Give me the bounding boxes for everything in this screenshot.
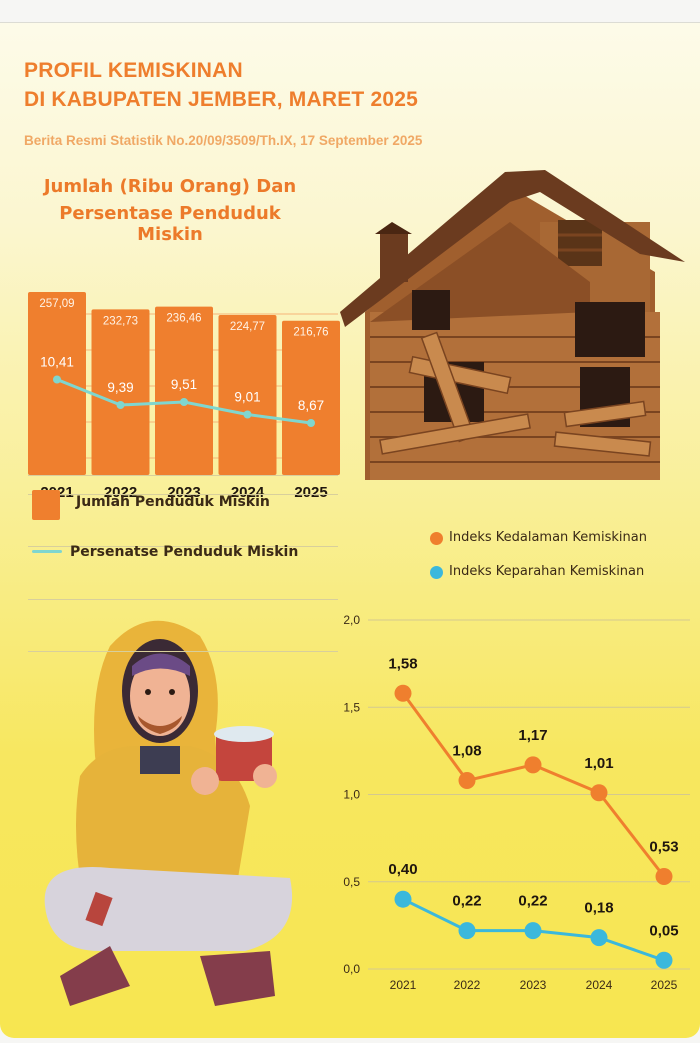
percent-point	[243, 410, 252, 419]
source-subtitle: Berita Resmi Statistik No.20/09/3509/Th.…	[24, 133, 423, 148]
percent-point	[53, 375, 61, 384]
percent-value-label: 8,67	[298, 398, 324, 413]
bar-2022	[91, 309, 150, 475]
divider	[28, 546, 338, 547]
dilapidated-house-illustration	[340, 170, 685, 480]
person-illustration	[44, 620, 293, 1006]
bar-value-label: 236,46	[166, 313, 201, 325]
percent-value-label: 9,39	[107, 380, 133, 395]
percent-value-label: 9,01	[234, 390, 260, 405]
bar-chart-title-line-1: Jumlah (Ribu Orang) Dan	[43, 176, 297, 197]
percent-value-label: 9,51	[171, 377, 197, 392]
legend-persentase-label: Persenatse Penduduk Miskin	[70, 544, 299, 560]
legend-keparahan-label: Indeks Keparahan Kemiskinan	[449, 564, 645, 579]
bar-value-label: 257,09	[39, 298, 74, 310]
percent-point	[116, 401, 125, 409]
percent-point	[307, 419, 315, 427]
page-title-line-2: DI KABUPATEN JEMBER, MARET 2025	[24, 88, 418, 111]
page-title-line-1: PROFIL KEMISKINAN	[24, 59, 243, 82]
bar-chart-baseline	[28, 475, 338, 476]
x-tick-label: 2023	[167, 484, 200, 501]
percent-point	[180, 398, 188, 406]
bar-value-label: 232,73	[103, 315, 138, 327]
x-tick-label: 2025	[294, 484, 327, 501]
bar-2023	[155, 306, 213, 475]
legend-keparahan-dot	[430, 566, 443, 579]
bar-2025	[282, 320, 340, 475]
divider	[28, 494, 338, 495]
legend-jumlah-label: Jumlah Penduduk Miskin	[76, 494, 270, 510]
bar-value-label: 224,77	[230, 321, 265, 333]
divider	[28, 651, 338, 652]
bar-chart-title-line-2: Persentase Penduduk Miskin	[59, 203, 281, 245]
bar-2024	[218, 315, 277, 475]
legend-kedalaman-dot	[430, 532, 443, 545]
x-tick-label: 2024	[231, 484, 265, 501]
legend-bar-swatch	[32, 490, 60, 520]
bar-value-label: 216,76	[293, 327, 328, 339]
percent-value-label: 10,41	[40, 355, 74, 370]
x-tick-label: 2022	[104, 484, 137, 501]
divider	[28, 599, 338, 600]
legend-kedalaman-label: Indeks Kedalaman Kemiskinan	[449, 530, 647, 545]
legend-line-swatch	[32, 550, 62, 553]
